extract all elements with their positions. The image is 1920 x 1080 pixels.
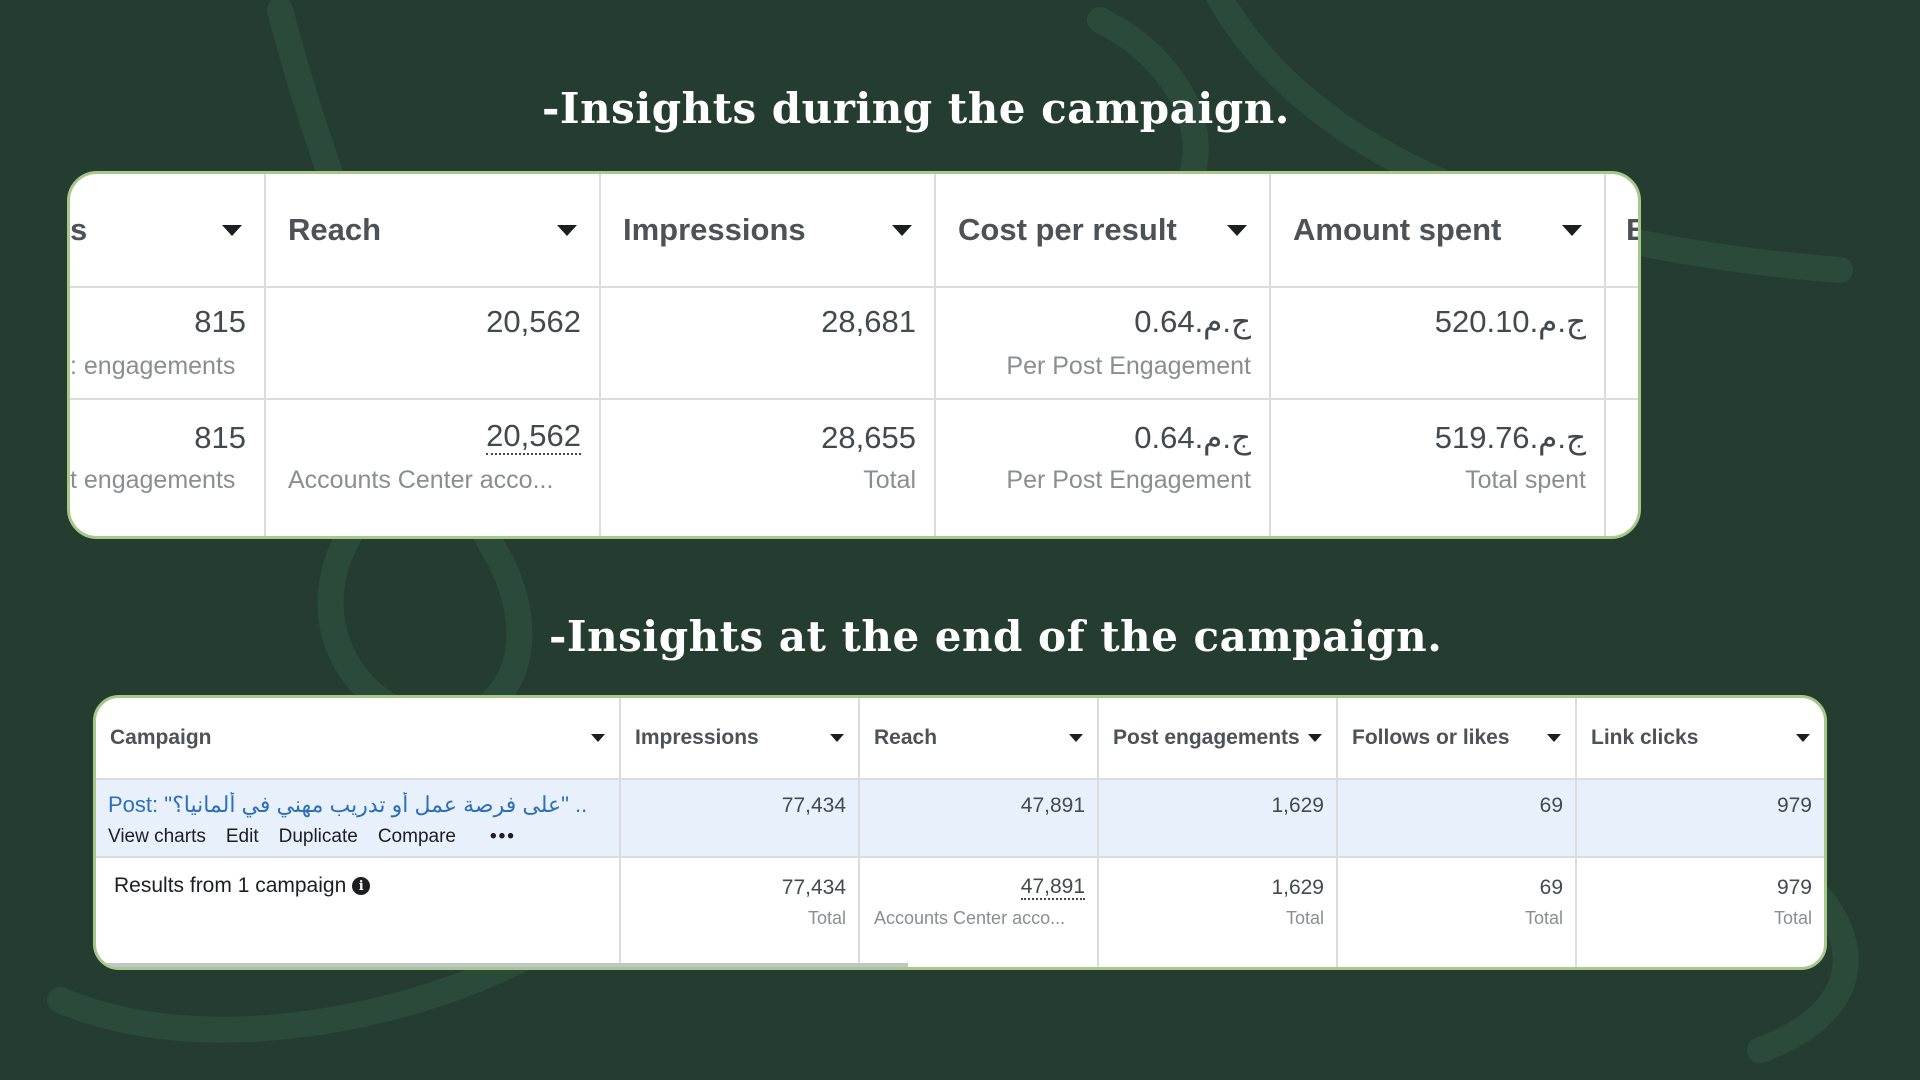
reach-value[interactable]: 20,562 <box>486 418 581 455</box>
caret-down-icon[interactable] <box>1227 224 1247 236</box>
post-engagements-value: 1,629 <box>1271 876 1324 899</box>
cost-per-result-value: ج.م.0.64 <box>1134 304 1251 339</box>
table-row: 815 : engagements 20,562 28,681 ج.م.0.64… <box>70 288 1638 400</box>
column-header-reach[interactable]: Reach <box>266 174 601 286</box>
reach-value: 20,562 <box>486 304 581 339</box>
more-options-icon[interactable]: ••• <box>489 826 516 847</box>
column-header-impressions[interactable]: Impressions <box>621 698 860 778</box>
column-header-campaign[interactable]: Campaign <box>96 698 621 778</box>
campaign-name-link[interactable]: Post: "على فرصة عمل أو تدريب مهني في ألم… <box>108 792 588 817</box>
column-header-next[interactable]: E <box>1606 174 1638 286</box>
insights-during-table: s Reach Impressions Cost per result Amou… <box>67 171 1641 539</box>
horizontal-scrollbar[interactable] <box>96 963 908 967</box>
edit-link[interactable]: Edit <box>225 826 259 847</box>
view-charts-link[interactable]: View charts <box>108 826 206 847</box>
results-label: : engagements <box>70 352 236 380</box>
post-engagements-label: Total <box>1285 908 1324 928</box>
link-clicks-value: 979 <box>1776 876 1812 899</box>
table-row: Results from 1 campaign i 77,434 Total 4… <box>96 858 1824 967</box>
caret-down-icon[interactable] <box>892 224 912 236</box>
column-header-cost-per-result[interactable]: Cost per result <box>936 174 1271 286</box>
amount-spent-value: ج.م.519.76 <box>1434 420 1586 455</box>
results-summary: Results from 1 campaign i <box>114 874 371 898</box>
column-header-results[interactable]: s <box>70 174 266 286</box>
caret-down-icon[interactable] <box>591 734 605 742</box>
cost-per-result-label: Per Post Engagement <box>1006 352 1251 380</box>
column-header-amount-spent[interactable]: Amount spent <box>1271 174 1606 286</box>
impressions-value: 28,655 <box>821 420 916 455</box>
table-header-row: Campaign Impressions Reach Post engageme… <box>96 698 1824 780</box>
heading-during-campaign: -Insights during the campaign. <box>542 84 1290 133</box>
amount-spent-label: Total spent <box>1465 466 1586 494</box>
impressions-value: 77,434 <box>781 794 846 817</box>
heading-end-campaign: -Insights at the end of the campaign. <box>549 612 1443 661</box>
caret-down-icon[interactable] <box>222 224 242 236</box>
duplicate-link[interactable]: Duplicate <box>278 826 358 847</box>
info-icon[interactable]: i <box>352 877 371 895</box>
impressions-value: 77,434 <box>781 876 846 899</box>
impressions-label: Total <box>807 908 846 928</box>
column-header-impressions[interactable]: Impressions <box>601 174 936 286</box>
reach-label: Accounts Center acco... <box>874 908 1066 928</box>
column-header-post-engagements[interactable]: Post engagements <box>1099 698 1338 778</box>
table-row: 815 t engagements 20,562 Accounts Center… <box>70 400 1638 536</box>
follows-value: 69 <box>1539 794 1563 817</box>
follows-label: Total <box>1524 908 1563 928</box>
caret-down-icon[interactable] <box>1308 734 1322 742</box>
impressions-value: 28,681 <box>821 304 916 339</box>
caret-down-icon[interactable] <box>1547 734 1561 742</box>
caret-down-icon[interactable] <box>830 734 844 742</box>
caret-down-icon[interactable] <box>1796 734 1810 742</box>
compare-link[interactable]: Compare <box>377 826 456 847</box>
table-row: Post: "على فرصة عمل أو تدريب مهني في ألم… <box>96 780 1824 858</box>
column-header-reach[interactable]: Reach <box>860 698 1099 778</box>
caret-down-icon[interactable] <box>557 224 577 236</box>
caret-down-icon[interactable] <box>1562 224 1582 236</box>
results-value: 815 <box>194 304 246 339</box>
link-clicks-label: Total <box>1773 908 1812 928</box>
reach-label: Accounts Center acco... <box>288 466 554 494</box>
cost-per-result-label: Per Post Engagement <box>1006 466 1251 494</box>
insights-end-table: Campaign Impressions Reach Post engageme… <box>93 695 1827 970</box>
column-header-follows-or-likes[interactable]: Follows or likes <box>1338 698 1577 778</box>
row-actions: View charts Edit Duplicate Compare ••• <box>108 826 516 848</box>
cost-per-result-value: ج.م.0.64 <box>1134 420 1251 455</box>
results-label: t engagements <box>70 466 236 494</box>
post-engagements-value: 1,629 <box>1271 794 1324 817</box>
caret-down-icon[interactable] <box>1069 734 1083 742</box>
reach-value: 47,891 <box>1020 794 1085 817</box>
amount-spent-value: ج.م.520.10 <box>1434 304 1586 339</box>
link-clicks-value: 979 <box>1776 794 1812 817</box>
table-header-row: s Reach Impressions Cost per result Amou… <box>70 174 1638 288</box>
results-value: 815 <box>194 420 246 455</box>
column-header-link-clicks[interactable]: Link clicks <box>1577 698 1824 778</box>
impressions-label: Total <box>863 466 916 494</box>
reach-value[interactable]: 47,891 <box>1020 875 1085 901</box>
follows-value: 69 <box>1539 876 1563 899</box>
